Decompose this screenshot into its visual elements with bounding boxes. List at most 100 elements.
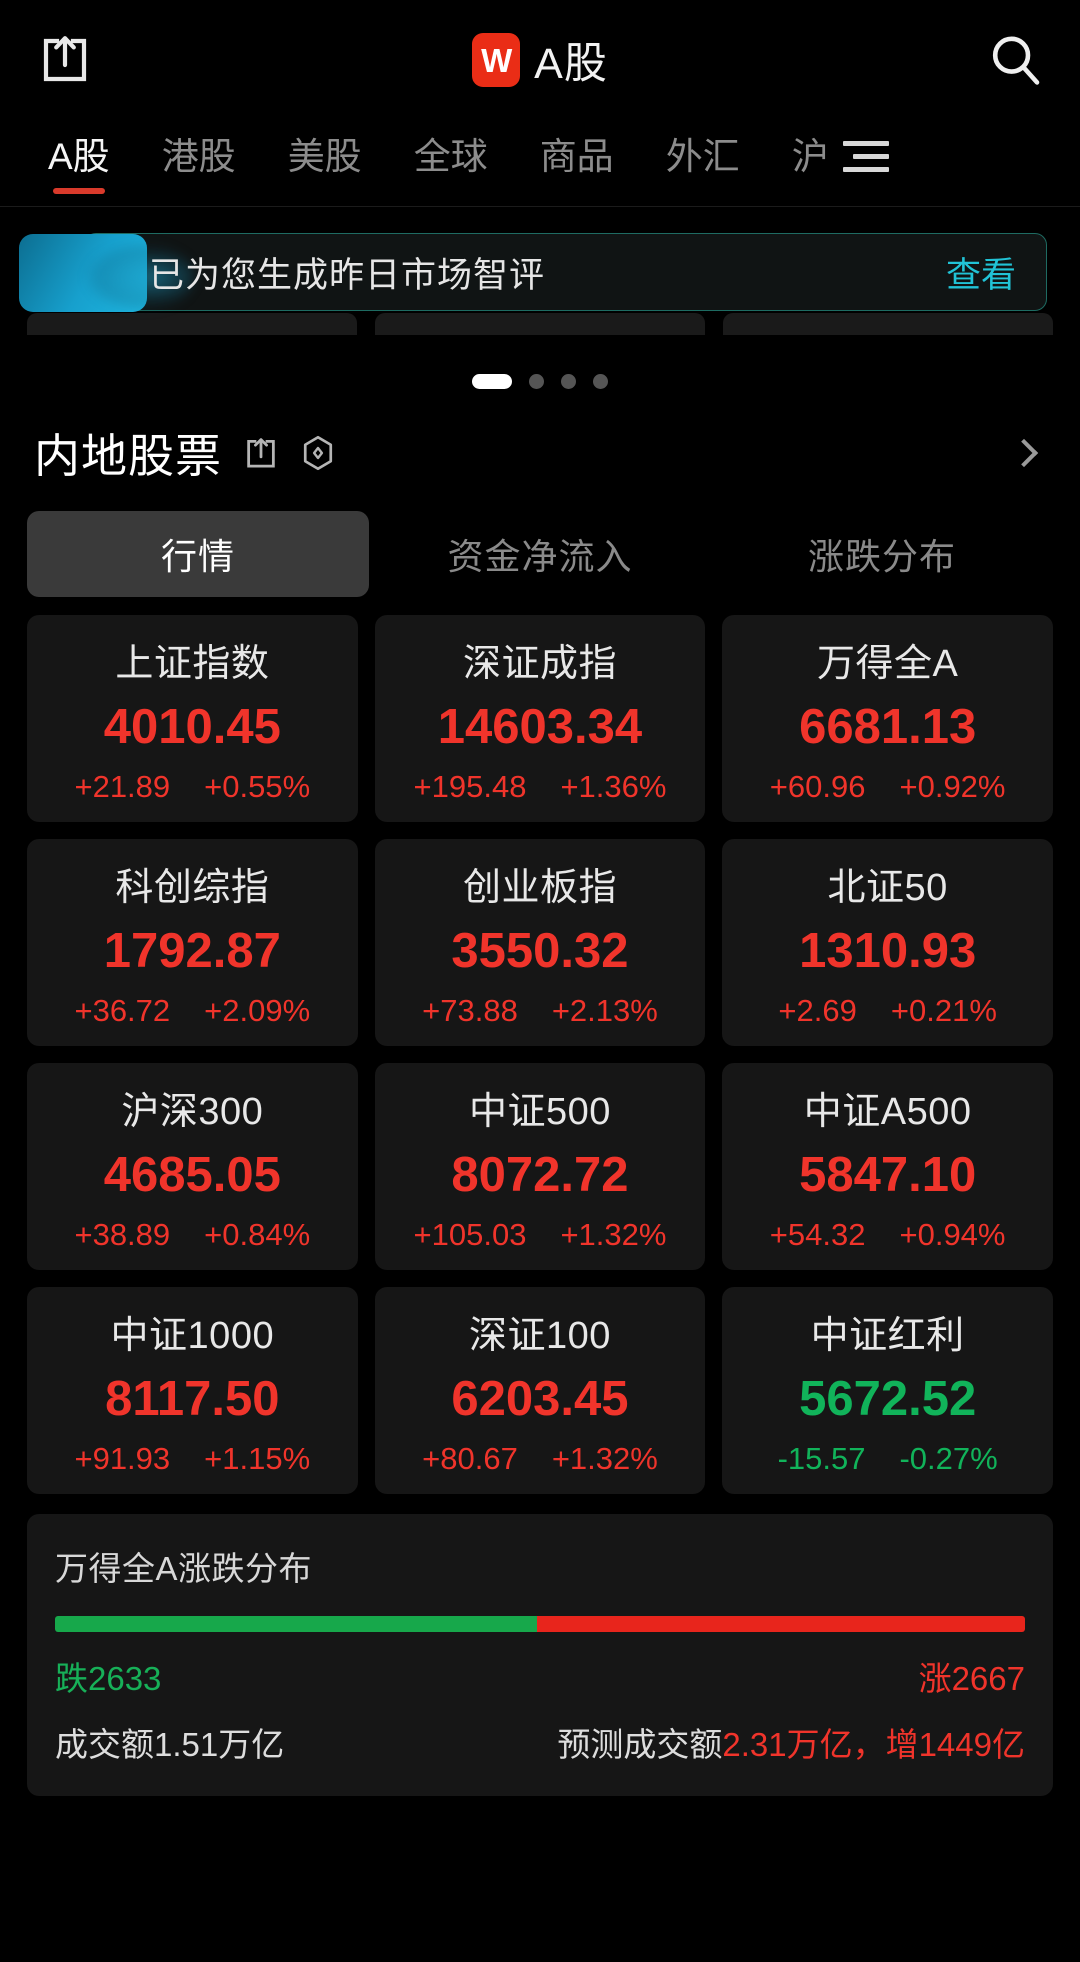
- index-change-absolute: +73.88: [422, 993, 518, 1028]
- index-change-row: +2.69 +0.21%: [778, 993, 996, 1029]
- index-change-absolute: +60.96: [769, 769, 866, 804]
- decliners-count: 跌2633: [55, 1660, 162, 1697]
- index-card[interactable]: 北证50 1310.93 +2.69 +0.21%: [722, 839, 1053, 1046]
- index-change-row: +21.89 +0.55%: [74, 769, 310, 805]
- nav-tab-a-shares[interactable]: A股: [22, 138, 136, 175]
- carousel-dot-3[interactable]: [561, 373, 576, 389]
- index-change-percent: +1.32%: [560, 1217, 667, 1252]
- distribution-footer: 成交额1.51万亿 预测成交额2.31万亿，增1449亿: [55, 1718, 1025, 1766]
- nav-tab-us-shares[interactable]: 美股: [287, 135, 362, 177]
- index-card[interactable]: 中证A500 5847.10 +54.32 +0.94%: [722, 1063, 1053, 1270]
- carousel-dot-2[interactable]: [529, 373, 544, 389]
- index-change-absolute: +2.69: [778, 993, 857, 1028]
- tab-gain-loss-distribution[interactable]: 涨跌分布: [807, 536, 956, 577]
- index-change-row: +80.67 +1.32%: [422, 1441, 658, 1477]
- index-value: 4010.45: [103, 700, 281, 754]
- index-value: 3550.32: [451, 924, 629, 978]
- hamburger-menu-icon[interactable]: [842, 140, 889, 172]
- index-change-percent: +0.84%: [204, 1217, 311, 1252]
- index-card[interactable]: 中证1000 8117.50 +91.93 +1.15%: [27, 1287, 358, 1494]
- index-value: 14603.34: [437, 700, 643, 754]
- section-header: 内地股票: [0, 401, 1080, 489]
- nav-tab-forex[interactable]: 外汇: [665, 135, 740, 177]
- index-name: 深证100: [469, 1315, 611, 1357]
- index-change-absolute: +195.48: [413, 769, 527, 804]
- market-insight-banner[interactable]: 已为您生成昨日市场智评 查看: [19, 233, 1047, 312]
- index-change-row: +105.03 +1.32%: [414, 1217, 667, 1253]
- banner-glow-decoration: [85, 242, 195, 312]
- category-tabs: A股 港股 美股 全球 商品 外汇 沪: [0, 120, 1080, 192]
- index-card[interactable]: 深证成指 14603.34 +195.48 +1.36%: [374, 615, 706, 822]
- carousel-dots: [0, 361, 1080, 401]
- index-card[interactable]: 深证100 6203.45 +80.67 +1.32%: [374, 1287, 706, 1494]
- index-card[interactable]: 中证500 8072.72 +105.03 +1.32%: [374, 1063, 706, 1270]
- nav-tab-commodities[interactable]: 商品: [539, 135, 614, 177]
- banner-view-link[interactable]: 查看: [945, 255, 1016, 295]
- index-name: 中证红利: [810, 1315, 965, 1357]
- share-icon[interactable]: [244, 435, 278, 471]
- index-card[interactable]: 中证红利 5672.52 -15.57 -0.27%: [722, 1287, 1053, 1494]
- index-change-row: +38.89 +0.84%: [74, 1217, 310, 1253]
- share-icon[interactable]: [34, 29, 96, 91]
- carousel-dot-1[interactable]: [472, 373, 512, 389]
- index-change-absolute: +80.67: [422, 1441, 518, 1476]
- index-name: 科创综指: [115, 867, 270, 909]
- index-name: 深证成指: [462, 643, 617, 685]
- index-value: 8072.72: [451, 1148, 629, 1202]
- index-change-row: +60.96 +0.92%: [770, 769, 1006, 805]
- index-value: 5672.52: [799, 1372, 977, 1426]
- segmented-tabs: 行情 资金净流入 涨跌分布: [27, 511, 1053, 597]
- nav-tab-hk-shares[interactable]: 港股: [161, 135, 236, 177]
- index-change-percent: +1.36%: [560, 769, 667, 804]
- forecast-turnover-value: 2.31万亿: [722, 1726, 853, 1763]
- forecast-delta-value: 增1449亿: [885, 1726, 1025, 1763]
- index-name: 中证500: [469, 1091, 611, 1133]
- index-card[interactable]: 科创综指 1792.87 +36.72 +2.09%: [27, 839, 358, 1046]
- index-change-absolute: +91.93: [74, 1441, 171, 1476]
- peek-card: [27, 313, 357, 335]
- forecast-separator: ，: [852, 1726, 886, 1763]
- tab-net-capital-inflow[interactable]: 资金净流入: [447, 536, 633, 577]
- index-card[interactable]: 上证指数 4010.45 +21.89 +0.55%: [27, 615, 358, 822]
- forecast-turnover-group: 预测成交额2.31万亿，增1449亿: [557, 1718, 1025, 1766]
- chevron-right-icon[interactable]: [1009, 438, 1039, 468]
- index-card[interactable]: 创业板指 3550.32 +73.88 +2.13%: [374, 839, 706, 1046]
- index-name: 中证1000: [110, 1315, 275, 1357]
- index-card[interactable]: 万得全A 6681.13 +60.96 +0.92%: [722, 615, 1053, 822]
- index-name: 中证A500: [803, 1091, 972, 1133]
- search-icon[interactable]: [984, 29, 1046, 91]
- index-value: 4685.05: [103, 1148, 281, 1202]
- peek-card: [375, 313, 705, 335]
- index-change-percent: +1.32%: [551, 1441, 658, 1476]
- index-change-absolute: +38.89: [74, 1217, 171, 1252]
- brand-logo: W: [472, 33, 521, 87]
- carousel-dot-4[interactable]: [593, 373, 608, 389]
- distribution-bar-up-segment: [536, 1616, 1025, 1632]
- index-card-grid: 上证指数 4010.45 +21.89 +0.55% 深证成指 14603.34…: [0, 597, 1080, 1494]
- forecast-turnover-label: 预测成交额: [557, 1726, 723, 1763]
- index-change-row: +36.72 +2.09%: [74, 993, 310, 1029]
- index-change-absolute: -15.57: [777, 1441, 866, 1476]
- index-change-percent: +0.21%: [890, 993, 997, 1028]
- index-value: 5847.10: [799, 1148, 977, 1202]
- distribution-bar-down-segment: [55, 1616, 537, 1632]
- turnover-value: 成交额1.51万亿: [55, 1726, 285, 1763]
- peek-card: [723, 313, 1053, 335]
- index-change-percent: +2.09%: [204, 993, 311, 1028]
- nav-tab-shanghai[interactable]: 沪: [791, 135, 829, 177]
- hexagon-target-icon[interactable]: [300, 434, 336, 472]
- index-change-absolute: +54.32: [769, 1217, 866, 1252]
- index-value: 1792.87: [103, 924, 281, 978]
- nav-tab-global[interactable]: 全球: [413, 135, 488, 177]
- tab-quotes[interactable]: 行情: [27, 511, 369, 597]
- index-name: 北证50: [827, 867, 948, 909]
- index-change-percent: +1.15%: [204, 1441, 311, 1476]
- nav-divider: [0, 206, 1080, 207]
- banner-message: 已为您生成昨日市场智评: [149, 255, 546, 295]
- index-value: 8117.50: [105, 1372, 280, 1426]
- distribution-panel[interactable]: 万得全A涨跌分布 跌2633 涨2667 成交额1.51万亿 预测成交额2.31…: [27, 1514, 1053, 1796]
- index-card[interactable]: 沪深300 4685.05 +38.89 +0.84%: [27, 1063, 358, 1270]
- index-name: 万得全A: [816, 643, 959, 685]
- index-change-percent: -0.27%: [899, 1441, 998, 1476]
